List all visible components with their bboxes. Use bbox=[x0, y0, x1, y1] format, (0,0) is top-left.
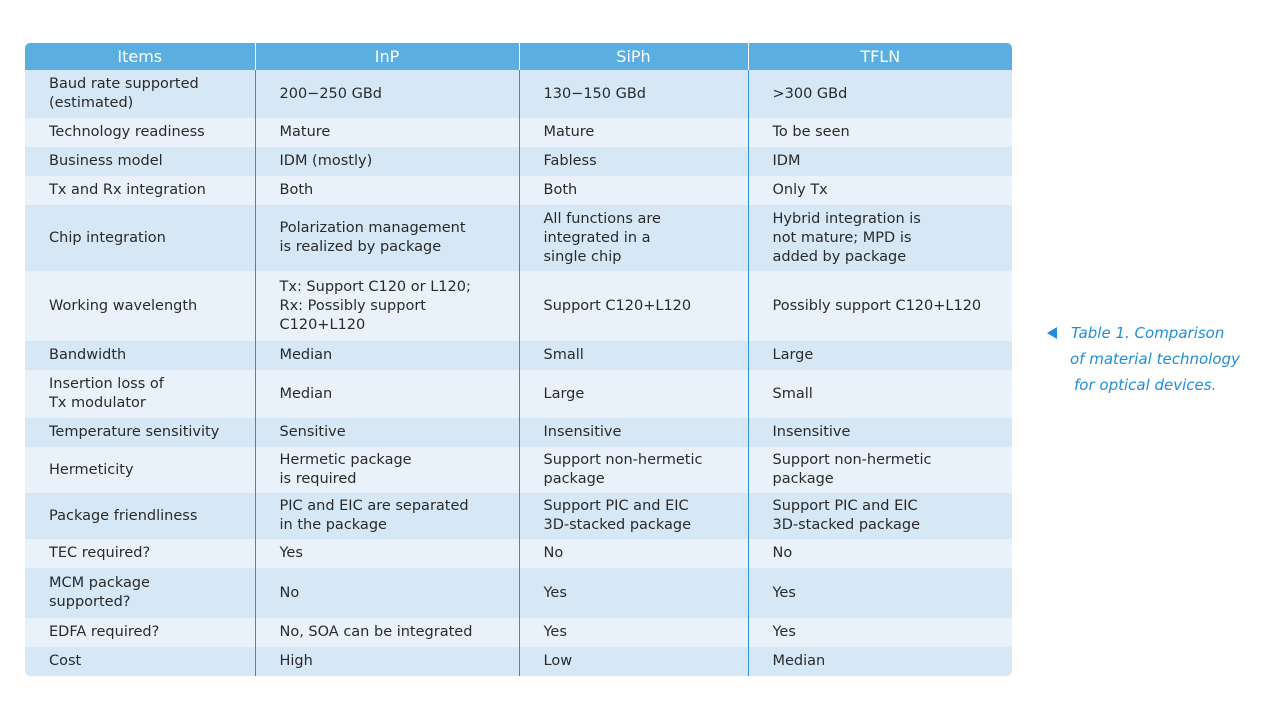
row-label: Working wavelength bbox=[25, 271, 255, 341]
row-label: EDFA required? bbox=[25, 618, 255, 647]
cell-siph: 130−150 GBd bbox=[518, 70, 748, 118]
cell-siph: Yes bbox=[518, 618, 748, 647]
table-row: Tx and Rx integration Both Both Only Tx bbox=[25, 176, 1012, 205]
table-row: Hermeticity Hermetic package is required… bbox=[25, 447, 1012, 493]
table-row: Technology readiness Mature Mature To be… bbox=[25, 118, 1012, 147]
row-label: Tx and Rx integration bbox=[25, 176, 255, 205]
caption-line-1: Table 1. Comparison bbox=[1071, 324, 1225, 342]
cell-siph: Support C120+L120 bbox=[518, 271, 748, 341]
comparison-table: Items InP SiPh TFLN Baud rate supported … bbox=[25, 43, 1012, 676]
cell-inp: No, SOA can be integrated bbox=[254, 618, 519, 647]
cell-siph: All functions are integrated in a single… bbox=[518, 205, 748, 271]
table-row: TEC required? Yes No No bbox=[25, 539, 1012, 568]
row-label: Cost bbox=[25, 647, 255, 676]
cell-inp: PIC and EIC are separated in the package bbox=[254, 493, 519, 539]
cell-tfln: Possibly support C120+L120 bbox=[747, 271, 1012, 341]
comparison-table-container: Items InP SiPh TFLN Baud rate supported … bbox=[25, 43, 1012, 676]
cell-tfln: Support PIC and EIC 3D-stacked package bbox=[747, 493, 1012, 539]
cell-tfln: No bbox=[747, 539, 1012, 568]
row-label: MCM package supported? bbox=[25, 568, 255, 618]
table-row: Package friendliness PIC and EIC are sep… bbox=[25, 493, 1012, 539]
table-row: Chip integration Polarization management… bbox=[25, 205, 1012, 271]
table-row: Baud rate supported (estimated) 200−250 … bbox=[25, 70, 1012, 118]
row-label: Chip integration bbox=[25, 205, 255, 271]
cell-inp: Both bbox=[254, 176, 519, 205]
cell-tfln: >300 GBd bbox=[747, 70, 1012, 118]
table-header-row: Items InP SiPh TFLN bbox=[25, 43, 1012, 70]
cell-siph: Insensitive bbox=[518, 418, 748, 447]
cell-siph: Mature bbox=[518, 118, 748, 147]
cell-siph: Low bbox=[518, 647, 748, 676]
cell-tfln: Support non-hermetic package bbox=[747, 447, 1012, 493]
cell-siph: Small bbox=[518, 341, 748, 370]
header-items: Items bbox=[25, 43, 255, 70]
cell-tfln: Yes bbox=[747, 618, 1012, 647]
table-row: MCM package supported? No Yes Yes bbox=[25, 568, 1012, 618]
cell-inp: Tx: Support C120 or L120; Rx: Possibly s… bbox=[254, 271, 519, 341]
table-row: Working wavelength Tx: Support C120 or L… bbox=[25, 271, 1012, 341]
cell-inp: Yes bbox=[254, 539, 519, 568]
cell-tfln: Only Tx bbox=[747, 176, 1012, 205]
cell-inp: 200−250 GBd bbox=[254, 70, 519, 118]
header-siph: SiPh bbox=[518, 43, 748, 70]
cell-inp: Sensitive bbox=[254, 418, 519, 447]
row-label: Bandwidth bbox=[25, 341, 255, 370]
caption-line-2: of material technology bbox=[1070, 350, 1240, 368]
cell-tfln: Small bbox=[747, 370, 1012, 418]
caption-line-3: for optical devices. bbox=[1074, 376, 1217, 394]
row-label: Hermeticity bbox=[25, 447, 255, 493]
table-row: Cost High Low Median bbox=[25, 647, 1012, 676]
cell-inp: Mature bbox=[254, 118, 519, 147]
table-row: Temperature sensitivity Sensitive Insens… bbox=[25, 418, 1012, 447]
row-label: Temperature sensitivity bbox=[25, 418, 255, 447]
cell-inp: Polarization management is realized by p… bbox=[254, 205, 519, 271]
cell-tfln: Hybrid integration is not mature; MPD is… bbox=[747, 205, 1012, 271]
cell-siph: Fabless bbox=[518, 147, 748, 176]
row-label: TEC required? bbox=[25, 539, 255, 568]
row-label: Business model bbox=[25, 147, 255, 176]
cell-inp: IDM (mostly) bbox=[254, 147, 519, 176]
table-row: Business model IDM (mostly) Fabless IDM bbox=[25, 147, 1012, 176]
cell-tfln: Yes bbox=[747, 568, 1012, 618]
cell-siph: Both bbox=[518, 176, 748, 205]
row-label: Package friendliness bbox=[25, 493, 255, 539]
cell-inp: Hermetic package is required bbox=[254, 447, 519, 493]
row-label: Baud rate supported (estimated) bbox=[25, 70, 255, 118]
left-triangle-icon bbox=[1047, 327, 1057, 339]
cell-inp: No bbox=[254, 568, 519, 618]
row-label: Insertion loss of Tx modulator bbox=[25, 370, 255, 418]
table-caption: Table 1. Comparison of material technolo… bbox=[1047, 320, 1272, 398]
cell-inp: High bbox=[254, 647, 519, 676]
table-row: Insertion loss of Tx modulator Median La… bbox=[25, 370, 1012, 418]
row-label: Technology readiness bbox=[25, 118, 255, 147]
cell-siph: No bbox=[518, 539, 748, 568]
cell-siph: Large bbox=[518, 370, 748, 418]
cell-tfln: Insensitive bbox=[747, 418, 1012, 447]
table-row: Bandwidth Median Small Large bbox=[25, 341, 1012, 370]
cell-siph: Yes bbox=[518, 568, 748, 618]
cell-tfln: Median bbox=[747, 647, 1012, 676]
cell-siph: Support PIC and EIC 3D-stacked package bbox=[518, 493, 748, 539]
cell-tfln: IDM bbox=[747, 147, 1012, 176]
header-inp: InP bbox=[254, 43, 519, 70]
cell-inp: Median bbox=[254, 341, 519, 370]
cell-tfln: To be seen bbox=[747, 118, 1012, 147]
cell-siph: Support non-hermetic package bbox=[518, 447, 748, 493]
header-tfln: TFLN bbox=[747, 43, 1012, 70]
table-row: EDFA required? No, SOA can be integrated… bbox=[25, 618, 1012, 647]
cell-tfln: Large bbox=[747, 341, 1012, 370]
cell-inp: Median bbox=[254, 370, 519, 418]
